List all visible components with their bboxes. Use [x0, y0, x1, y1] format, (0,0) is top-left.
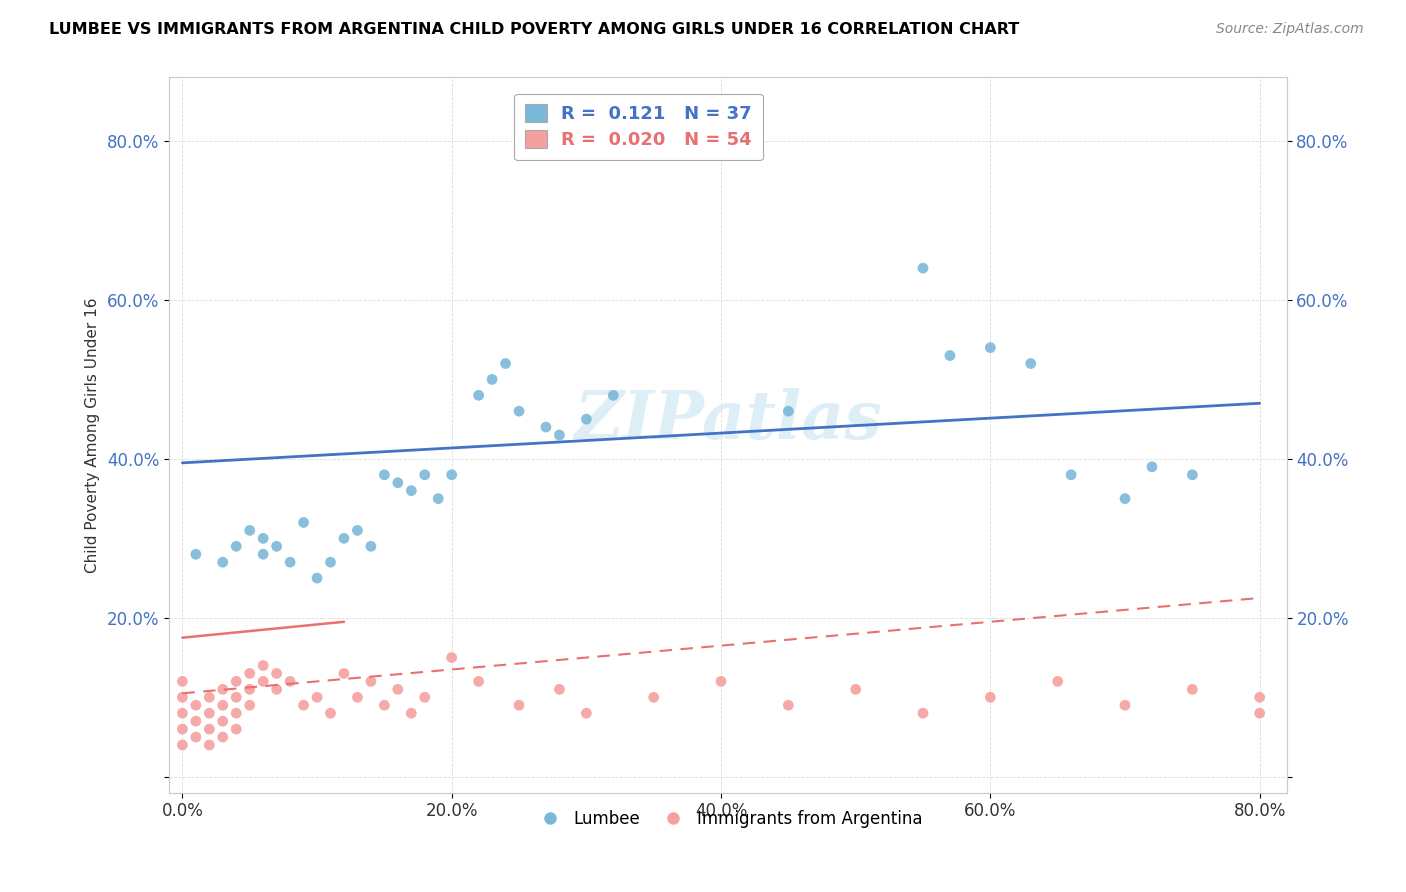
Point	[184, 714, 207, 728]
Point	[1181, 682, 1204, 697]
Point	[225, 706, 247, 721]
Point	[845, 682, 868, 697]
Point	[1140, 459, 1163, 474]
Point	[360, 539, 382, 553]
Point	[911, 706, 934, 721]
Point	[252, 532, 274, 546]
Point	[548, 682, 571, 697]
Point	[643, 690, 665, 705]
Point	[198, 722, 221, 736]
Point	[278, 674, 301, 689]
Legend: Lumbee, Immigrants from Argentina: Lumbee, Immigrants from Argentina	[527, 803, 929, 834]
Point	[979, 341, 1001, 355]
Point	[346, 690, 368, 705]
Point	[401, 706, 423, 721]
Point	[387, 682, 409, 697]
Point	[225, 674, 247, 689]
Point	[939, 349, 962, 363]
Point	[1114, 491, 1136, 506]
Point	[184, 698, 207, 713]
Point	[239, 524, 262, 538]
Point	[184, 547, 207, 561]
Point	[360, 674, 382, 689]
Point	[346, 524, 368, 538]
Point	[1249, 690, 1271, 705]
Point	[534, 420, 557, 434]
Point	[211, 714, 233, 728]
Point	[292, 516, 315, 530]
Point	[979, 690, 1001, 705]
Point	[252, 674, 274, 689]
Point	[1249, 706, 1271, 721]
Point	[172, 690, 194, 705]
Point	[333, 532, 356, 546]
Point	[239, 698, 262, 713]
Point	[239, 666, 262, 681]
Point	[266, 682, 288, 697]
Point	[252, 658, 274, 673]
Point	[440, 467, 463, 482]
Point	[198, 738, 221, 752]
Point	[172, 706, 194, 721]
Point	[198, 706, 221, 721]
Point	[319, 706, 342, 721]
Point	[319, 555, 342, 569]
Point	[1019, 357, 1042, 371]
Point	[211, 555, 233, 569]
Point	[333, 666, 356, 681]
Point	[172, 738, 194, 752]
Point	[373, 467, 395, 482]
Point	[508, 404, 530, 418]
Point	[211, 730, 233, 744]
Point	[1060, 467, 1083, 482]
Point	[266, 539, 288, 553]
Point	[495, 357, 517, 371]
Point	[305, 690, 328, 705]
Point	[778, 698, 800, 713]
Point	[225, 539, 247, 553]
Point	[1046, 674, 1069, 689]
Point	[305, 571, 328, 585]
Point	[184, 730, 207, 744]
Point	[413, 467, 436, 482]
Point	[710, 674, 733, 689]
Point	[401, 483, 423, 498]
Point	[239, 682, 262, 697]
Point	[778, 404, 800, 418]
Point	[467, 674, 489, 689]
Text: Source: ZipAtlas.com: Source: ZipAtlas.com	[1216, 22, 1364, 37]
Point	[427, 491, 450, 506]
Text: LUMBEE VS IMMIGRANTS FROM ARGENTINA CHILD POVERTY AMONG GIRLS UNDER 16 CORRELATI: LUMBEE VS IMMIGRANTS FROM ARGENTINA CHIL…	[49, 22, 1019, 37]
Point	[440, 650, 463, 665]
Point	[211, 682, 233, 697]
Point	[211, 698, 233, 713]
Point	[575, 706, 598, 721]
Point	[225, 690, 247, 705]
Point	[602, 388, 624, 402]
Point	[278, 555, 301, 569]
Text: ZIPatlas: ZIPatlas	[574, 388, 882, 453]
Point	[225, 722, 247, 736]
Point	[1181, 467, 1204, 482]
Point	[413, 690, 436, 705]
Point	[1114, 698, 1136, 713]
Point	[172, 722, 194, 736]
Point	[292, 698, 315, 713]
Point	[387, 475, 409, 490]
Point	[172, 674, 194, 689]
Point	[198, 690, 221, 705]
Point	[467, 388, 489, 402]
Point	[548, 428, 571, 442]
Point	[266, 666, 288, 681]
Point	[508, 698, 530, 713]
Point	[373, 698, 395, 713]
Point	[575, 412, 598, 426]
Y-axis label: Child Poverty Among Girls Under 16: Child Poverty Among Girls Under 16	[86, 297, 100, 573]
Point	[911, 261, 934, 276]
Point	[252, 547, 274, 561]
Point	[481, 372, 503, 386]
